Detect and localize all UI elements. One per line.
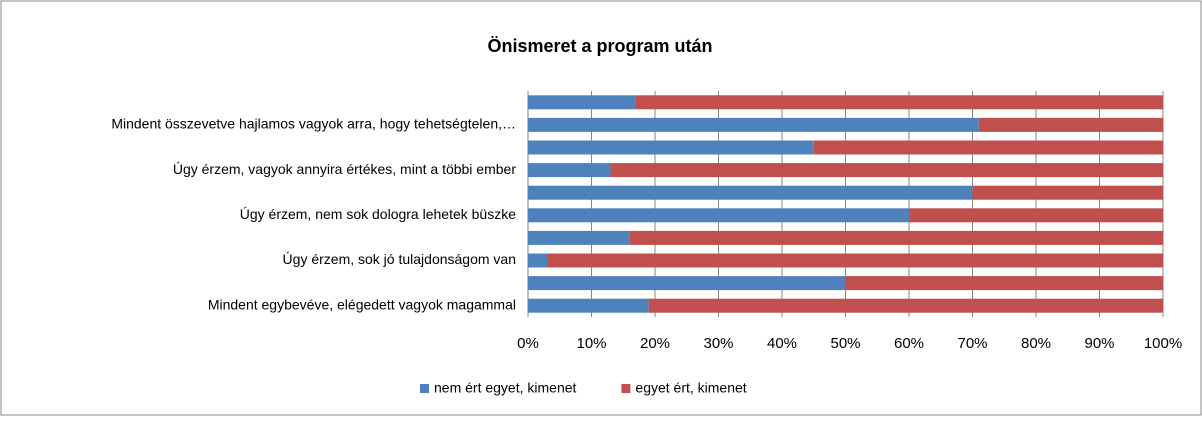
x-tick-label: 10% xyxy=(576,335,606,352)
x-tick-label: 70% xyxy=(957,335,987,352)
y-tick-label: Úgy érzem, sok jó tulajdonságom van xyxy=(283,251,516,267)
y-tick-label: Úgy érzem, nem sok dologra lehetek büszk… xyxy=(240,206,516,222)
bar-segment xyxy=(648,298,1163,313)
bar-segment xyxy=(528,253,548,268)
bar-segment xyxy=(528,230,630,245)
bar-segment xyxy=(528,185,973,200)
bar-segment xyxy=(629,230,1163,245)
bar-segment xyxy=(528,95,636,110)
y-tick-label: Mindent egybevéve, elégedett vagyok maga… xyxy=(208,296,516,312)
x-tick-label: 0% xyxy=(517,335,539,352)
x-tick-label: 100% xyxy=(1144,335,1182,352)
bar-segment xyxy=(610,163,1163,178)
bar-segment xyxy=(635,95,1163,110)
bar-segment xyxy=(547,253,1163,268)
legend-swatch xyxy=(420,384,429,393)
bar-segment xyxy=(978,117,1163,132)
x-tick-label: 40% xyxy=(767,335,797,352)
bar-segment xyxy=(528,163,611,178)
bar-segment xyxy=(845,276,1163,291)
bar-segment xyxy=(528,298,649,313)
bar-segment xyxy=(972,185,1163,200)
bar-segment xyxy=(528,208,909,223)
y-tick-label: Mindent összevetve hajlamos vagyok arra,… xyxy=(111,116,516,132)
x-tick-label: 20% xyxy=(640,335,670,352)
x-tick-label: 50% xyxy=(830,335,860,352)
bar-segment xyxy=(813,140,1163,155)
x-tick-label: 30% xyxy=(703,335,733,352)
legend-label: egyet ért, kimenet xyxy=(635,380,746,396)
chart-title: Önismeret a program után xyxy=(487,36,712,56)
x-tick-label: 90% xyxy=(1084,335,1114,352)
y-tick-label: Úgy érzem, vagyok annyira értékes, mint … xyxy=(173,161,516,177)
bar-segment xyxy=(528,140,814,155)
bar-segment xyxy=(528,117,979,132)
bar-segment xyxy=(909,208,1163,223)
legend-label: nem ért egyet, kimenet xyxy=(434,380,577,396)
legend-swatch xyxy=(621,384,631,393)
bar-segment xyxy=(528,276,846,291)
x-tick-label: 60% xyxy=(894,335,924,352)
x-tick-label: 80% xyxy=(1021,335,1051,352)
